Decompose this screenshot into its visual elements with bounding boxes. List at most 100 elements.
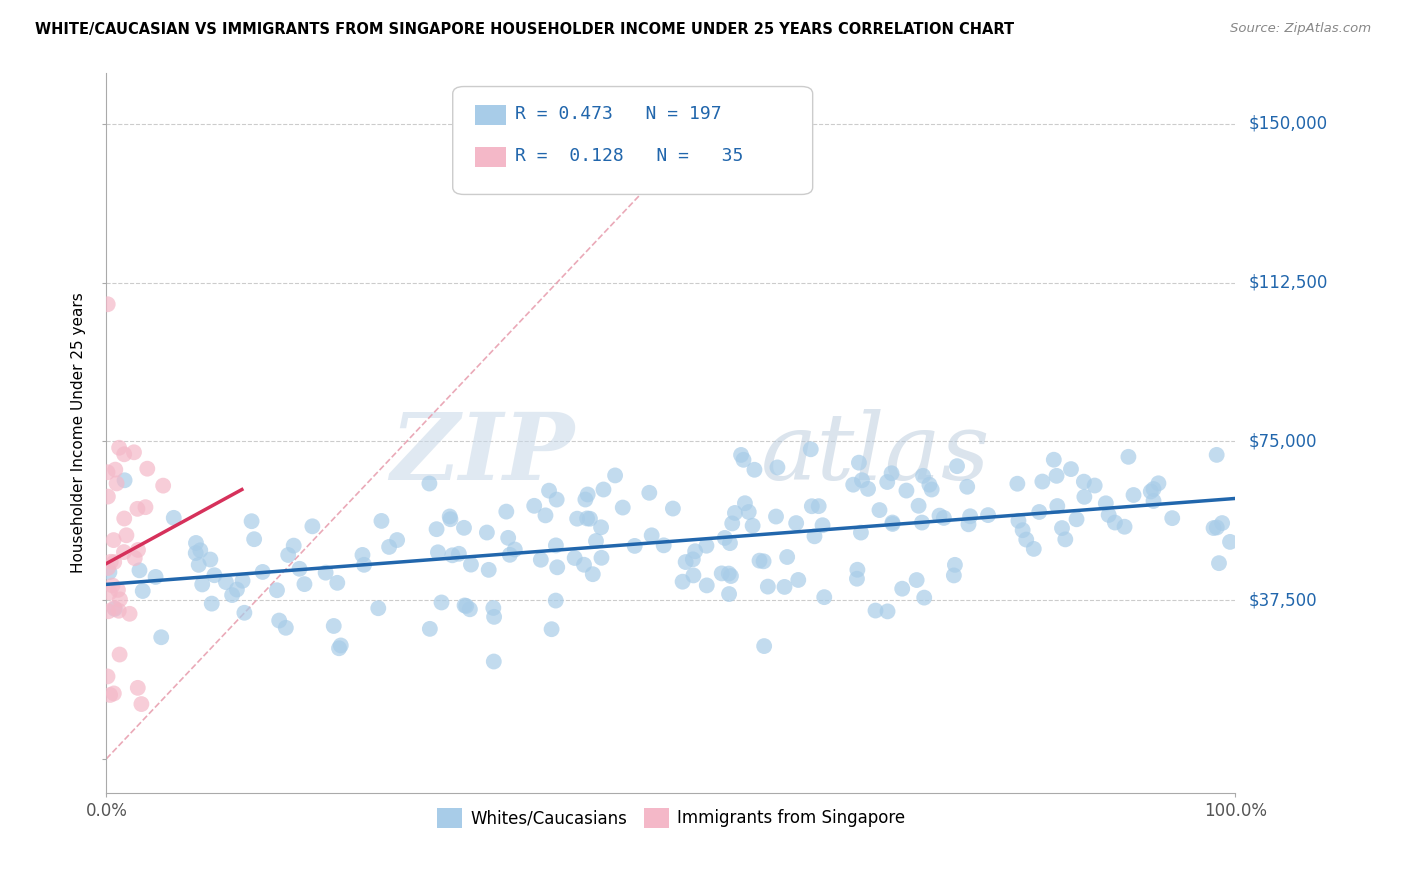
Point xyxy=(97,297,120,311)
Point xyxy=(105,476,128,491)
Point xyxy=(1028,505,1050,519)
Point xyxy=(572,558,595,572)
Point xyxy=(865,603,887,617)
Point xyxy=(1073,490,1095,504)
Point xyxy=(378,540,401,554)
Point xyxy=(266,583,288,598)
Point xyxy=(103,686,125,700)
Point xyxy=(752,639,775,653)
Point xyxy=(918,477,941,491)
Point xyxy=(163,511,186,525)
Point xyxy=(496,531,519,545)
Point xyxy=(124,551,146,566)
Point xyxy=(845,572,868,586)
Point xyxy=(756,580,779,594)
Point xyxy=(367,601,389,615)
Point xyxy=(803,529,825,543)
Point xyxy=(765,509,787,524)
Point xyxy=(869,503,891,517)
Point xyxy=(1054,533,1077,547)
Point xyxy=(724,506,747,520)
Point xyxy=(846,563,869,577)
Point xyxy=(277,548,299,562)
Point xyxy=(1022,541,1045,556)
Point xyxy=(108,648,131,662)
Point xyxy=(122,445,145,459)
Point xyxy=(96,669,118,683)
Point xyxy=(252,565,274,579)
Point xyxy=(534,508,557,523)
Point xyxy=(576,487,599,501)
Text: WHITE/CAUCASIAN VS IMMIGRANTS FROM SINGAPORE HOUSEHOLDER INCOME UNDER 25 YEARS C: WHITE/CAUCASIAN VS IMMIGRANTS FROM SINGA… xyxy=(35,22,1014,37)
Point xyxy=(851,473,873,487)
Point xyxy=(912,591,935,605)
Point xyxy=(1122,488,1144,502)
Point xyxy=(97,604,120,618)
Point xyxy=(503,542,526,557)
Point xyxy=(907,499,929,513)
Point xyxy=(145,570,167,584)
Point xyxy=(696,578,718,592)
Point xyxy=(294,577,316,591)
Point xyxy=(752,554,775,568)
Point xyxy=(544,593,567,607)
Point xyxy=(243,532,266,546)
Point xyxy=(882,516,904,530)
Point xyxy=(734,496,756,510)
Point xyxy=(1060,462,1083,476)
Point xyxy=(748,554,770,568)
Point xyxy=(134,500,156,515)
Point xyxy=(733,452,755,467)
Point xyxy=(591,550,613,565)
Point xyxy=(1045,468,1067,483)
Point xyxy=(574,492,596,507)
Point xyxy=(813,590,835,604)
Point xyxy=(741,518,763,533)
Point xyxy=(1142,482,1164,496)
Point xyxy=(1007,476,1029,491)
Point xyxy=(579,512,602,526)
Point xyxy=(876,475,898,489)
Point xyxy=(225,582,247,597)
Point xyxy=(353,558,375,572)
Point xyxy=(131,697,153,711)
Point xyxy=(328,641,350,656)
Text: ZIP: ZIP xyxy=(391,409,575,500)
Point xyxy=(546,492,568,507)
Point xyxy=(603,468,626,483)
Point xyxy=(274,621,297,635)
Point xyxy=(1139,484,1161,499)
Point xyxy=(623,539,645,553)
Point xyxy=(523,499,546,513)
Point xyxy=(683,544,706,558)
Point xyxy=(582,567,605,582)
Point xyxy=(730,448,752,462)
Point xyxy=(1043,452,1066,467)
Text: Source: ZipAtlas.com: Source: ZipAtlas.com xyxy=(1230,22,1371,36)
Point xyxy=(104,462,127,476)
Point xyxy=(977,508,1000,522)
Point xyxy=(107,582,129,597)
Point xyxy=(453,521,475,535)
Point xyxy=(652,538,675,552)
Point xyxy=(426,545,449,559)
Point xyxy=(150,630,173,644)
Point xyxy=(458,602,481,616)
Point xyxy=(103,555,125,569)
Point xyxy=(842,477,865,491)
Point xyxy=(1147,476,1170,491)
Point xyxy=(114,473,136,487)
Point xyxy=(682,552,704,566)
Point xyxy=(1205,520,1227,534)
Point xyxy=(430,595,453,609)
Point xyxy=(612,500,634,515)
Point xyxy=(957,517,980,532)
Point xyxy=(1011,523,1033,537)
Point xyxy=(1211,516,1233,530)
Point xyxy=(717,566,740,581)
Point xyxy=(942,568,965,582)
Point xyxy=(188,543,211,558)
Point xyxy=(322,619,344,633)
Point xyxy=(591,520,613,534)
Point xyxy=(453,599,475,613)
